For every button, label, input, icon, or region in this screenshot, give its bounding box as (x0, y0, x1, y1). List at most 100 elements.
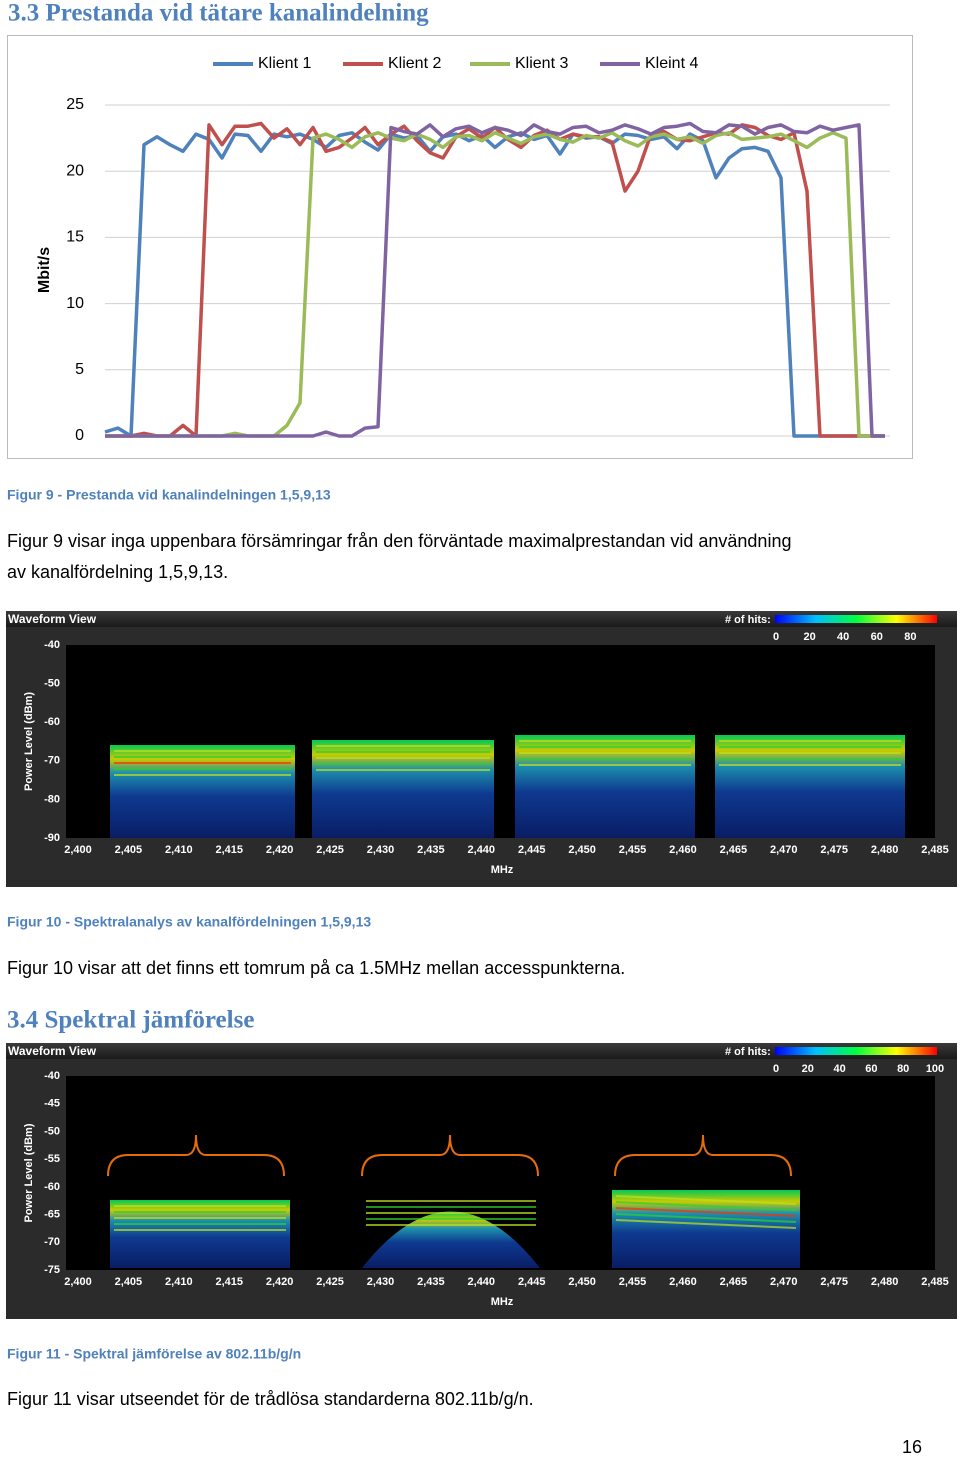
color-scale-tick: 20 (803, 631, 815, 643)
figure-header (6, 611, 957, 627)
signal-stripe (615, 1219, 797, 1229)
annotation-brace (361, 1134, 539, 1177)
color-scale (775, 615, 937, 623)
x-tick-label: 2,400 (64, 1276, 92, 1288)
chart-frame (7, 35, 913, 459)
x-tick-label: 2,400 (64, 844, 92, 856)
paragraph-line: av kanalfördelning 1,5,9,13. (7, 562, 228, 582)
x-tick-label: 2,460 (669, 844, 697, 856)
x-tick-label: 2,475 (820, 1276, 848, 1288)
x-tick-label: 2,485 (921, 844, 949, 856)
y-axis-label: Power Level (dBm) (23, 692, 35, 791)
annotation-brace (107, 1134, 285, 1177)
x-tick-label: 2,470 (770, 844, 798, 856)
y-tick-label: -70 (44, 755, 60, 767)
x-tick-label: 2,425 (316, 844, 344, 856)
annotation-brace (614, 1134, 792, 1177)
figure-header-title: Waveform View (8, 612, 97, 626)
x-tick-label: 2,470 (770, 1276, 798, 1288)
caption: Figur 10 - Spektralanalys av kanalfördel… (7, 914, 371, 930)
x-tick-label: 2,445 (518, 844, 546, 856)
x-tick-label: 2,430 (367, 1276, 395, 1288)
y-tick-label: 10 (66, 295, 84, 312)
color-scale-tick: 20 (802, 1063, 814, 1075)
caption: Figur 11 - Spektral jämförelse av 802.11… (7, 1346, 301, 1362)
color-scale-tick: 60 (871, 631, 883, 643)
heading: 3.3 Prestanda vid tätare kanalindelning (8, 0, 429, 27)
y-tick-label: -70 (44, 1236, 60, 1248)
y-tick-label: -50 (44, 678, 60, 690)
x-tick-label: 2,450 (568, 844, 596, 856)
color-scale-tick: 0 (773, 1063, 779, 1075)
signal-blob (715, 735, 905, 838)
annotation: 802.11n (669, 1101, 736, 1122)
annotation: 802.11b (416, 1103, 483, 1124)
x-tick-label: 2,450 (568, 1276, 596, 1288)
series-line (105, 131, 885, 438)
color-scale-tick: 40 (833, 1063, 845, 1075)
x-tick-label: 2,410 (165, 844, 193, 856)
spectrum-figure: Waveform View # of hits:0 20 40 60 80 100 -40 -4… (6, 1043, 957, 1319)
y-tick-label: -80 (44, 793, 60, 805)
x-tick-label: 2,420 (266, 844, 294, 856)
color-scale-tick: 100 (926, 1063, 944, 1075)
x-tick-label: 2,455 (619, 844, 647, 856)
x-tick-label: 2,480 (871, 1276, 899, 1288)
signal-blob (612, 1190, 800, 1268)
x-tick-label: 2,415 (215, 1276, 243, 1288)
x-tick-label: 2,410 (165, 1276, 193, 1288)
y-tick-label: -45 (44, 1098, 60, 1110)
x-axis-label: MHz (491, 1296, 514, 1308)
x-tick-label: 2,460 (669, 1276, 697, 1288)
color-scale-tick: 60 (865, 1063, 877, 1075)
paragraph-line: Figur 9 visar inga uppenbara försämringa… (7, 531, 791, 551)
color-scale-tick: 40 (837, 631, 849, 643)
x-tick-label: 2,425 (316, 1276, 344, 1288)
signal-blob (110, 745, 295, 838)
x-tick-label: 2,405 (115, 1276, 143, 1288)
line-chart: 0 5 10 15 20 25 Klient 1 Klient 2 Klient 3 Kleint… (66, 55, 890, 444)
signal-stripe (615, 1201, 797, 1211)
y-axis-label: Mbit/s (36, 247, 53, 293)
paragraph: Figur 10 visar att det finns ett tomrum … (7, 958, 625, 978)
y-tick-label: -65 (44, 1208, 60, 1220)
legend-label: Klient 3 (515, 55, 568, 72)
y-tick-label: 25 (66, 96, 84, 113)
legend-label: Klient 2 (388, 55, 441, 72)
color-scale-tick: 0 (773, 631, 779, 643)
signal-stripe (615, 1213, 797, 1223)
y-tick-label: -75 (44, 1264, 60, 1276)
x-tick-label: 2,415 (215, 844, 243, 856)
annotation: 802.11g (162, 1105, 229, 1126)
x-tick-label: 2,465 (720, 1276, 748, 1288)
figure-header-title: Waveform View (8, 1044, 97, 1058)
y-tick-label: -55 (44, 1153, 60, 1165)
y-tick-label: -50 (44, 1125, 60, 1137)
y-tick-label: -90 (44, 832, 60, 844)
y-tick-label: -40 (44, 1070, 60, 1082)
x-tick-label: 2,445 (518, 1276, 546, 1288)
figure-header (6, 1043, 957, 1059)
x-tick-label: 2,455 (619, 1276, 647, 1288)
x-tick-label: 2,465 (720, 844, 748, 856)
color-scale-tick: 80 (897, 1063, 909, 1075)
x-tick-label: 2,440 (468, 1276, 496, 1288)
x-tick-label: 2,435 (417, 844, 445, 856)
x-tick-label: 2,480 (871, 844, 899, 856)
y-tick-label: -60 (44, 1181, 60, 1193)
y-tick-label: -60 (44, 716, 60, 728)
series-line (105, 121, 885, 438)
color-scale (775, 1047, 937, 1055)
x-tick-label: 2,420 (266, 1276, 294, 1288)
y-tick-label: 0 (75, 427, 84, 444)
signal-blob (312, 740, 494, 838)
signal-blob (515, 735, 695, 838)
legend-label: # of hits: (725, 614, 771, 626)
signal-stripe (615, 1207, 797, 1217)
x-tick-label: 2,440 (468, 844, 496, 856)
legend-label: Klient 1 (258, 55, 311, 72)
y-tick-label: 15 (66, 229, 84, 246)
x-tick-label: 2,485 (921, 1276, 949, 1288)
y-tick-label: 20 (66, 162, 84, 179)
